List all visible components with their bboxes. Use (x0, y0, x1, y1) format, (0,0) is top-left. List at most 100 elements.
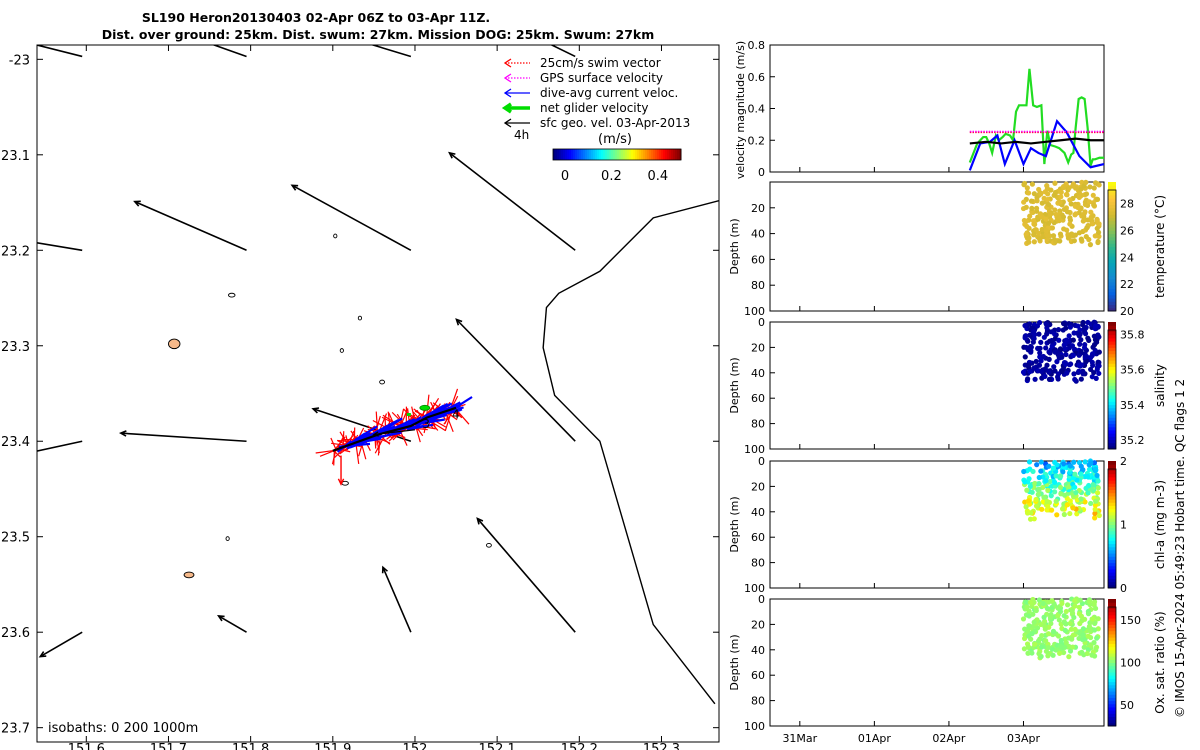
profile-ytick-label-2-3: 60 (751, 531, 765, 544)
track-arrow-shaft (373, 429, 416, 436)
legend-colorbar-cell-57 (667, 149, 670, 160)
profile-colorbar-cell-1-24 (1108, 369, 1116, 374)
profile-colorbar-cell-1-29 (1108, 353, 1116, 358)
profile-dot-1-221 (1067, 324, 1073, 330)
profile-colorbar-cell-1-12 (1108, 407, 1116, 412)
profile-dot-3-109 (1041, 618, 1048, 624)
profile-dot-2-223 (1092, 502, 1099, 508)
profile-dot-0-5 (1029, 181, 1036, 187)
profile-dot-3-233 (1091, 627, 1098, 633)
profile-dot-3-155 (1027, 599, 1034, 606)
profile-dot-2-211 (1027, 516, 1034, 522)
profile-dot-2-225 (1059, 506, 1066, 512)
legend-colorbar-cell-28 (609, 149, 612, 160)
legend-colorbar-cell-36 (625, 149, 628, 160)
profile-dot-1-143 (1046, 376, 1053, 382)
profile-dot-0-198 (1060, 214, 1067, 220)
profile-dot-0-143 (1039, 226, 1045, 233)
profile-dot-0-242 (1095, 239, 1101, 246)
map-axis-ticks: 151.6 151.7 151.8 151.9 152 152.1 152.2 152.3 -2… (1, 45, 719, 750)
profile-dot-2-212 (1030, 468, 1036, 475)
map-xtick-label-7: 152.3 (643, 742, 680, 750)
net-velocity-mark (419, 404, 431, 411)
profile-colorbar-cell-1-14 (1108, 401, 1116, 406)
profile-dot-0-234 (1075, 204, 1081, 210)
profile-dot-0-251 (1065, 235, 1072, 241)
profile-dot-1-229 (1037, 345, 1043, 351)
profile-dot-1-145 (1077, 341, 1083, 347)
profile-dot-2-233 (1094, 472, 1100, 479)
profile-dot-0-231 (1057, 231, 1064, 237)
profile-colorbar-cell-3-10 (1108, 691, 1116, 695)
isobaths-label: isobaths: 0 200 1000m (48, 721, 198, 736)
profile-dot-1-217 (1055, 350, 1061, 356)
profile-colorbar-cell-2-16 (1108, 534, 1116, 538)
profile-ytick-label-3-5: 100 (744, 720, 765, 733)
profile-dot-2-142 (1092, 515, 1098, 521)
profile-dot-2-235 (1036, 486, 1042, 492)
profile-colorbar-cell-0-0 (1108, 307, 1116, 312)
legend-colorbar-cell-33 (619, 149, 622, 160)
geo-vector-8-shaft (37, 440, 83, 452)
profile-colorbar-cell-0-20 (1108, 243, 1116, 247)
current-vector-46 (435, 404, 458, 415)
profile-dot-1-175 (1066, 333, 1072, 339)
profile-dot-1-243 (1029, 325, 1035, 331)
profile-colorbar-cell-0-23 (1108, 233, 1116, 238)
profile-dot-3-241 (1092, 605, 1099, 612)
profile-dot-1-259 (1091, 333, 1097, 339)
profile-colorbar-cell-0-19 (1108, 246, 1116, 251)
profile-dot-0-154 (1024, 223, 1030, 229)
profile-colorbar-cell-1-0 (1108, 445, 1116, 450)
legend-item-1: GPS surface velocity (503, 71, 663, 85)
profile-colorbar-cell-3-19 (1108, 662, 1116, 667)
profile-dot-3-178 (1036, 597, 1042, 603)
profile-dot-1-109 (1088, 366, 1094, 373)
profile-colorbar-cell-0-22 (1108, 236, 1116, 241)
geo-vector-9 (118, 430, 247, 443)
profile-colorbar-cell-1-34 (1108, 337, 1116, 342)
profile-colorbar-tick-2-0: 0 (1120, 582, 1127, 595)
profile-colorbar-tick-2-1: 1 (1120, 519, 1127, 532)
profile-dot-0-170 (1027, 213, 1033, 219)
profile-dot-0-254 (1084, 225, 1090, 231)
profile-dot-2-236 (1025, 498, 1032, 504)
geo-vector-3 (549, 45, 576, 58)
profile-dot-1-216 (1022, 323, 1028, 329)
profile-colorbar-cell-1-20 (1108, 382, 1116, 386)
profile-colorbar-tick-3-2: 150 (1120, 614, 1141, 627)
geo-vector-4 (37, 241, 83, 252)
profile-colorbar-cell-0-17 (1108, 252, 1116, 257)
profile-dot-3-186 (1071, 614, 1077, 621)
profile-dot-2-6 (1071, 459, 1077, 465)
profile-dot-0-241 (1093, 180, 1099, 186)
map-xtick-label-0: 151.6 (68, 742, 105, 750)
profile-dot-1-123 (1036, 331, 1042, 337)
profile-dot-3-256 (1029, 631, 1035, 637)
profile-dot-1-218 (1049, 337, 1055, 344)
profile-colorbar-cell-2-0 (1108, 584, 1116, 589)
profile-dot-1-176 (1051, 364, 1057, 370)
velocity-series-1 (968, 119, 1105, 171)
legend-colorbar-cell-42 (637, 149, 640, 160)
profile-dot-1-250 (1067, 362, 1073, 368)
profile-dot-3-238 (1036, 651, 1042, 657)
velocity-ytick-label-0: 0 (758, 166, 765, 179)
profile-dot-3-245 (1024, 604, 1030, 610)
profile-dot-3-239 (1025, 644, 1032, 650)
profile-dot-0-222 (1039, 214, 1045, 220)
profile-dot-3-165 (1026, 623, 1032, 629)
profile-dot-0-160 (1028, 198, 1035, 204)
profile-colorbar-cell-0-39 (1108, 182, 1116, 186)
profile-ytick-label-3-3: 60 (751, 669, 765, 682)
profile-colorbar-frame-0 (1107, 189, 1117, 312)
profile-dot-1-220 (1055, 374, 1061, 380)
profile-colorbar-cell-1-13 (1108, 404, 1116, 409)
profile-dot-3-257 (1089, 652, 1095, 658)
profile-dot-1-191 (1059, 368, 1065, 375)
profile-dot-2-102 (1054, 512, 1060, 518)
profile-dot-1-88 (1078, 337, 1084, 343)
legend-colorbar-cell-46 (645, 149, 648, 160)
geo-vector-1-shaft (211, 45, 247, 58)
